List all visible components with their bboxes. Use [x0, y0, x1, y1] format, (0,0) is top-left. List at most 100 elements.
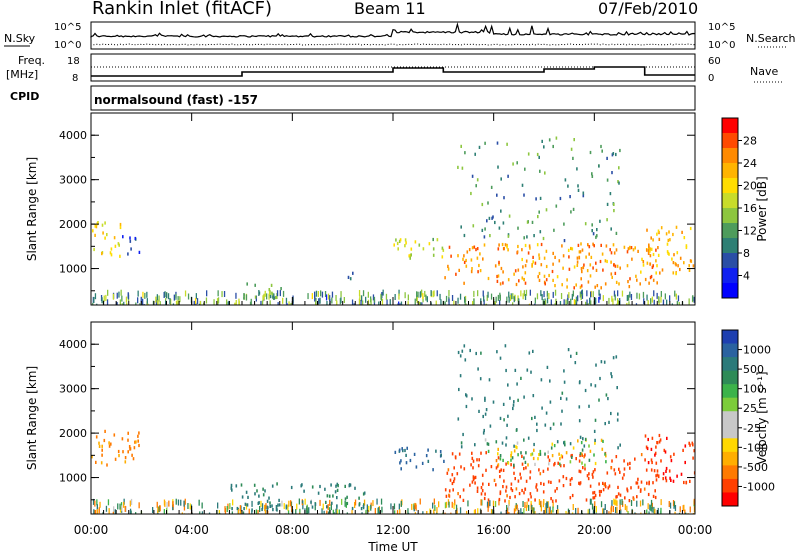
power-cell [477, 290, 479, 297]
velocity-cell [184, 498, 186, 505]
velocity-cell [453, 503, 455, 510]
velocity-cell [453, 479, 455, 484]
power-cell [577, 295, 579, 302]
velocity-cell [479, 377, 482, 381]
power-cell [476, 178, 479, 182]
power-cell [630, 294, 633, 300]
velocity-cell [405, 453, 407, 457]
power-cell [563, 299, 565, 305]
power-cell [554, 255, 556, 259]
power-cell [104, 221, 106, 225]
velocity-cell [124, 456, 127, 460]
power-cell [279, 290, 281, 297]
velocity-cell [495, 459, 498, 463]
velocity-cell [346, 501, 349, 506]
velocity-cell [599, 493, 601, 497]
velocity-cell [92, 498, 95, 505]
velocity-cell [123, 498, 125, 505]
velocity-cell [411, 503, 413, 510]
power-cell [293, 304, 295, 305]
velocity-cell [465, 394, 468, 398]
velocity-cell [435, 449, 437, 453]
velocity-cell [506, 505, 508, 511]
velocity-cell [541, 406, 543, 410]
velocity-cell [99, 501, 101, 508]
colorbar-tick-label: -100 [743, 441, 768, 454]
power-cell [658, 237, 661, 241]
power-cell [613, 290, 616, 297]
date-label: 07/Feb/2010 [598, 0, 698, 18]
velocity-cell [131, 453, 133, 457]
power-cell [175, 293, 177, 300]
power-cell [495, 296, 497, 303]
velocity-cell [520, 451, 522, 455]
velocity-cell [679, 506, 681, 513]
power-cell [617, 298, 619, 305]
velocity-cell [583, 444, 586, 448]
power-cell [409, 256, 411, 260]
velocity-cell [571, 453, 573, 458]
velocity-cell [480, 486, 483, 490]
velocity-cell [251, 510, 253, 514]
velocity-cell [239, 505, 241, 512]
power-cell [440, 299, 442, 305]
velocity-cell [335, 484, 337, 488]
velocity-cell [664, 476, 667, 480]
power-cell [506, 142, 508, 146]
power-cell [614, 271, 617, 275]
colorbar-swatch [722, 451, 738, 466]
power-cell [238, 301, 240, 305]
power-cell [556, 275, 559, 279]
power-cell [531, 220, 534, 224]
velocity-cell [486, 442, 489, 446]
velocity-cell [567, 512, 569, 514]
velocity-cell [476, 486, 479, 490]
velocity-cell [670, 478, 672, 482]
velocity-cell [592, 470, 595, 474]
velocity-cell [651, 460, 653, 465]
power-cell [380, 294, 383, 301]
power-cell [527, 152, 530, 156]
power-cell [592, 232, 595, 236]
velocity-cell [552, 506, 554, 513]
power-cell [494, 301, 496, 305]
power-cell [139, 303, 141, 305]
velocity-cell [152, 507, 154, 513]
power-cell [347, 275, 350, 279]
power-cell [551, 269, 554, 274]
power-cell [677, 264, 679, 268]
velocity-cell [331, 501, 333, 505]
power-cell [419, 304, 421, 305]
velocity-cell [540, 500, 542, 507]
velocity-cell [399, 509, 401, 514]
velocity-cell [604, 504, 606, 510]
velocity-cell [654, 451, 657, 455]
nave-tick-top: 60 [708, 56, 721, 67]
velocity-cell [413, 452, 416, 456]
power-cell [499, 292, 501, 299]
velocity-cell [650, 505, 652, 512]
power-cell [630, 246, 633, 250]
power-cell [254, 283, 256, 287]
velocity-cell [615, 499, 617, 506]
sky-noise-line [90, 22, 696, 38]
velocity-cell [407, 508, 409, 514]
velocity-cell [322, 503, 324, 510]
velocity-cell [268, 496, 270, 500]
velocity-cell [175, 498, 177, 505]
velocity-cell [578, 459, 581, 463]
power-cell [496, 274, 498, 279]
power-cell [646, 248, 648, 252]
velocity-cell [604, 485, 607, 489]
velocity-cell [608, 511, 610, 514]
power-cell [639, 282, 641, 286]
velocity-cell [401, 447, 403, 451]
power-cell [199, 301, 202, 305]
power-cell [422, 247, 425, 251]
power-cell [563, 239, 566, 243]
power-cell [447, 264, 449, 268]
power-cell [591, 172, 593, 176]
velocity-cell [336, 509, 338, 514]
velocity-cell [278, 503, 281, 507]
velocity-cell [523, 491, 525, 495]
